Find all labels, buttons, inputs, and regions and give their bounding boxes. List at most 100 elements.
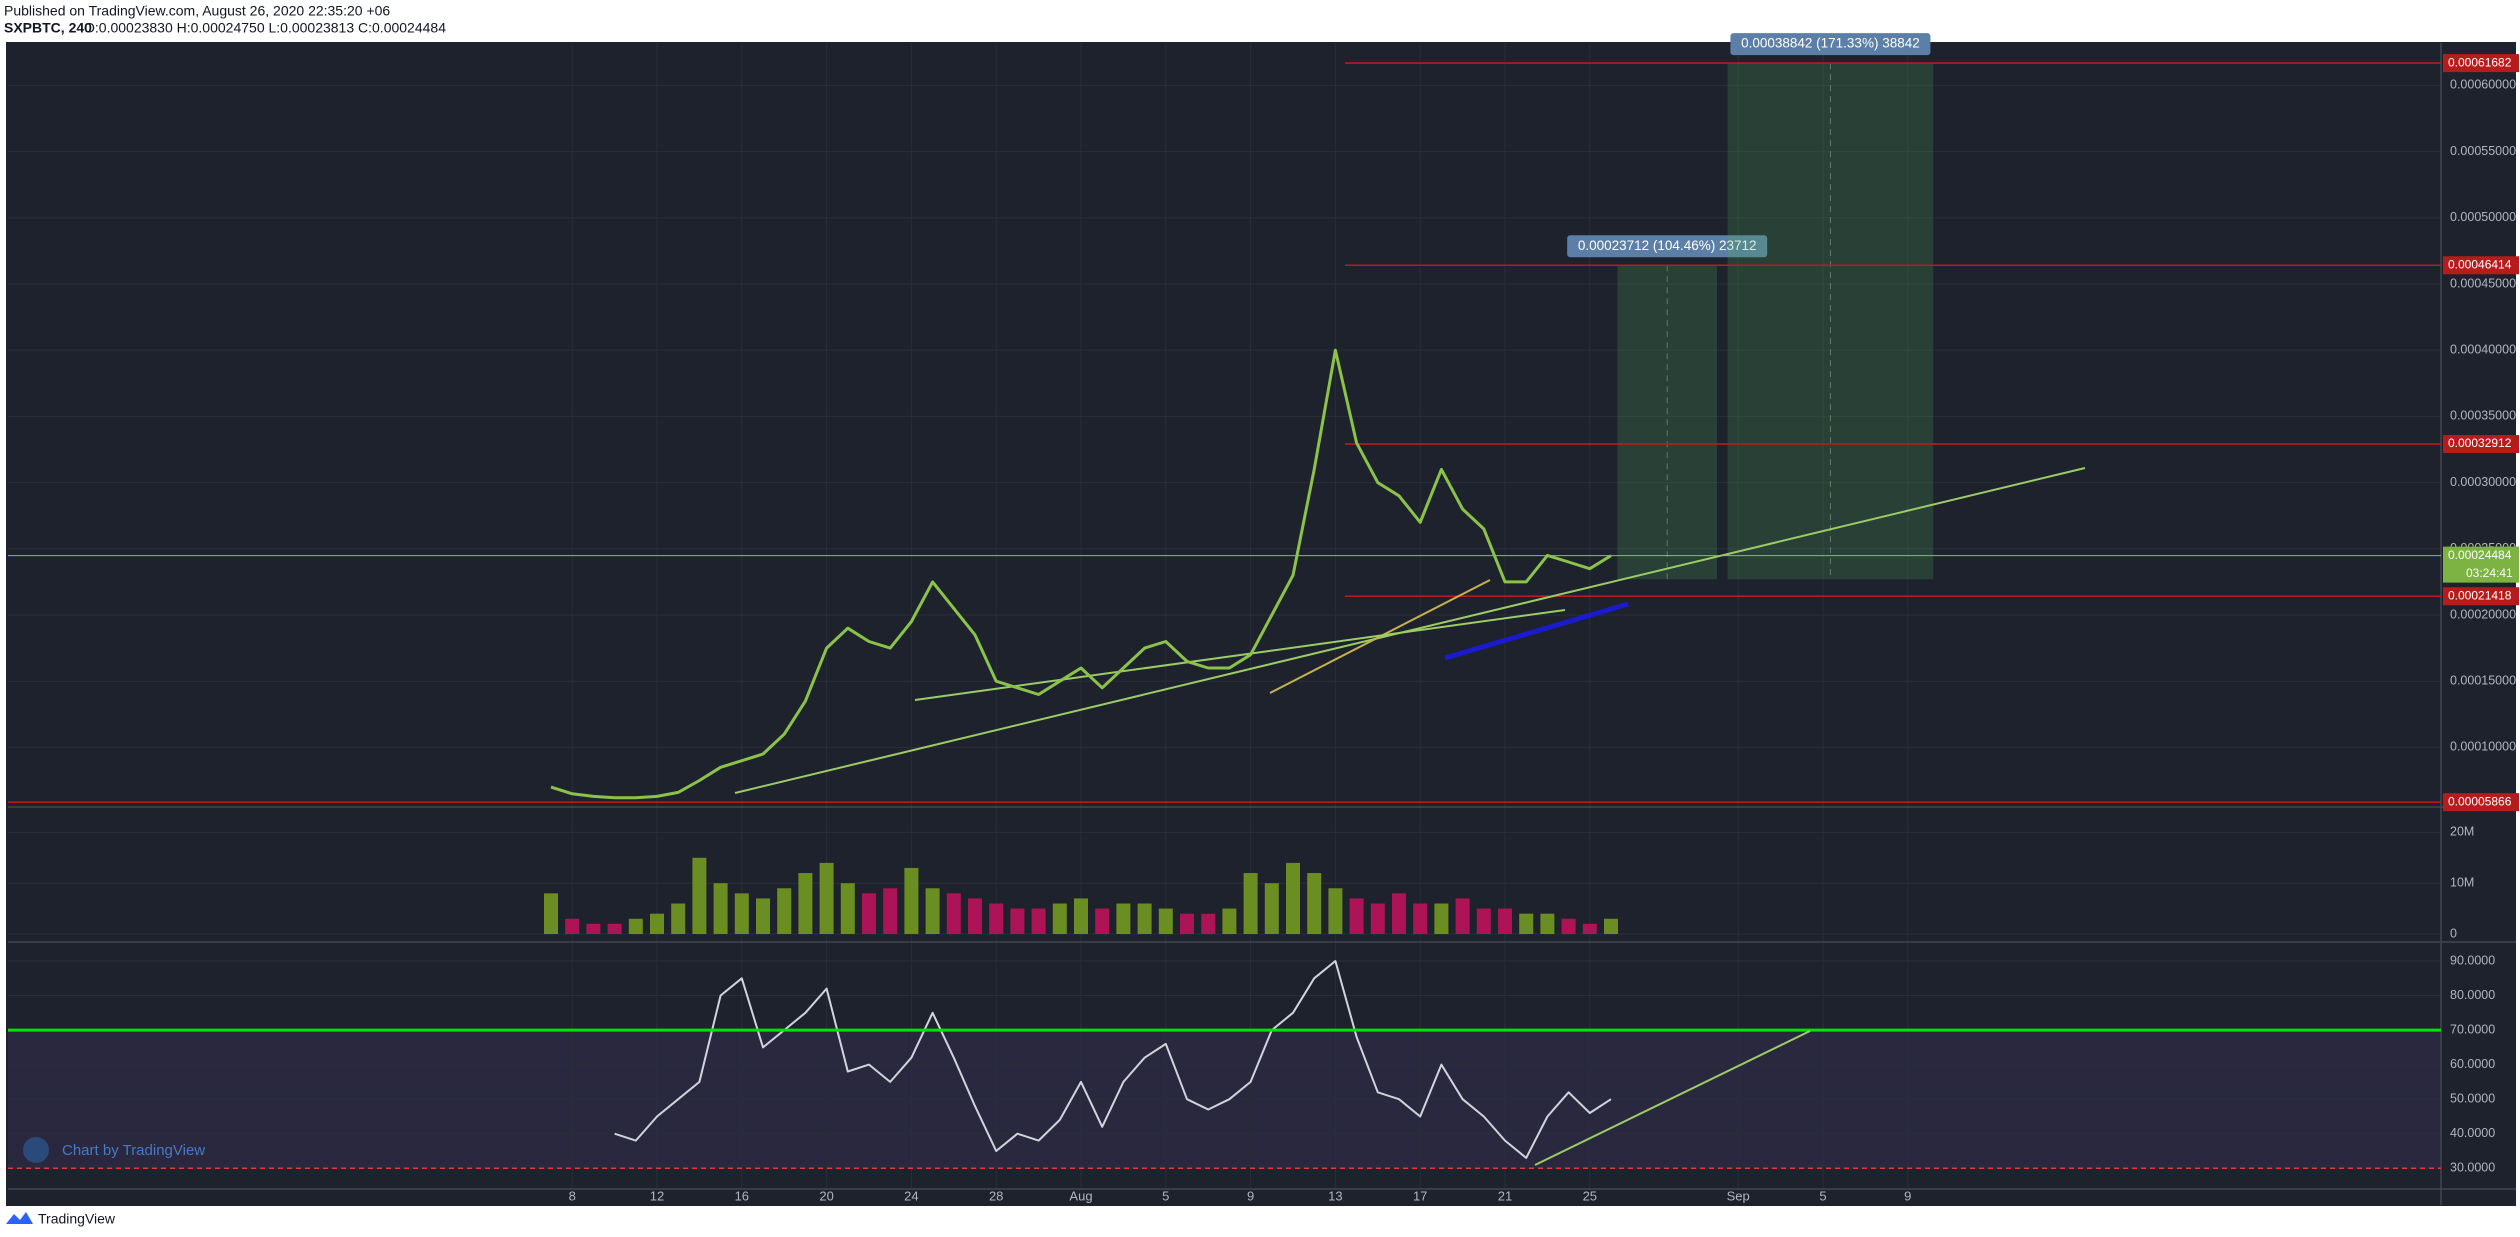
position-label: 0.00023712 (104.46%) 23712: [1578, 238, 1757, 253]
volume-bar: [1328, 888, 1343, 934]
volume-bar: [1519, 913, 1534, 934]
level-label: 0.00046414: [2448, 257, 2512, 271]
level-label-box: [2443, 54, 2519, 73]
y-tick-label: 0.00045000: [2450, 276, 2516, 290]
volume-bar: [692, 857, 707, 934]
x-tick-label: 9: [1904, 1188, 1911, 1203]
volume-bar: [904, 867, 919, 934]
y-tick-label: 20M: [2450, 825, 2474, 839]
last-price-box: [2443, 546, 2519, 583]
volume-bar: [1031, 908, 1046, 934]
volume-bar: [1158, 908, 1173, 934]
volume-bar: [756, 898, 770, 934]
x-tick-label: 17: [1413, 1188, 1427, 1203]
x-tick-label: 16: [735, 1188, 749, 1203]
price-line: [550, 348, 1612, 800]
footer-brand: TradingView: [38, 1211, 116, 1227]
volume-bar: [1582, 923, 1597, 934]
x-tick-label: 28: [989, 1188, 1003, 1203]
level-label-box: [2443, 587, 2519, 606]
volume-bar: [1074, 898, 1088, 934]
volume-bar: [1604, 918, 1618, 934]
published-line: Published on TradingView.com, August 26,…: [4, 3, 390, 19]
y-tick-label: 0.00050000: [2450, 210, 2516, 224]
volume-bar: [1116, 903, 1131, 934]
volume-bar: [1095, 908, 1110, 934]
trendline: [914, 609, 1566, 701]
symbol: SXPBTC, 240: [4, 20, 92, 36]
volume-bar: [1307, 873, 1322, 934]
chart-background: [6, 42, 2516, 1206]
volume-bar: [671, 903, 686, 934]
volume-bar: [1455, 898, 1470, 934]
y-tick-label: 0.00055000: [2450, 144, 2516, 158]
x-tick-label: 9: [1247, 1188, 1254, 1203]
watermark-logo: [23, 1137, 49, 1163]
bar-timer: 03:24:41: [2466, 566, 2513, 580]
volume-bar: [1392, 893, 1406, 934]
rsi-line: [614, 960, 1612, 1159]
volume-bar: [968, 898, 982, 934]
volume-bar: [713, 883, 728, 934]
level-label: 0.00021418: [2448, 588, 2512, 602]
x-tick-label: 5: [1162, 1188, 1169, 1203]
position-label-box: [1730, 33, 1931, 56]
volume-bar: [544, 893, 558, 934]
x-tick-label: 25: [1583, 1188, 1597, 1203]
position-box: [1727, 63, 1934, 580]
volume-bar: [1222, 908, 1237, 934]
trendline: [1444, 601, 1629, 661]
volume-bar: [819, 862, 834, 934]
volume-bar: [883, 888, 898, 934]
y-tick-label: 10M: [2450, 875, 2474, 889]
y-tick-label: 0.00010000: [2450, 740, 2516, 754]
y-tick-label: 0.00060000: [2450, 78, 2516, 92]
y-tick-label: 80.0000: [2450, 988, 2495, 1002]
volume-bar: [840, 883, 855, 934]
volume-bar: [1413, 903, 1428, 934]
y-tick-label: 0.00020000: [2450, 607, 2516, 621]
volume-bar: [1052, 903, 1067, 934]
position-box: [1617, 265, 1717, 580]
y-tick-label: 0.00030000: [2450, 475, 2516, 489]
volume-bar: [862, 893, 876, 934]
watermark: Chart by TradingView: [62, 1142, 205, 1159]
volume-bar: [1201, 913, 1216, 934]
y-tick-label: 0.00015000: [2450, 674, 2516, 688]
ohlc: O:0.00023830 H:0.00024750 L:0.00023813 C…: [84, 20, 446, 36]
level-label-box: [2443, 435, 2519, 454]
volume-bar: [1264, 883, 1279, 934]
volume-bar: [1180, 913, 1194, 934]
volume-bar: [1498, 908, 1512, 934]
x-tick-label: 8: [569, 1188, 576, 1203]
volume-bar: [1137, 903, 1152, 934]
volume-bar: [1010, 908, 1025, 934]
volume-bar: [1540, 913, 1555, 934]
x-tick-label: 12: [650, 1188, 664, 1203]
volume-bar: [1286, 862, 1300, 934]
x-tick-label: 24: [904, 1188, 918, 1203]
level-label: 0.00061682: [2448, 55, 2512, 69]
y-tick-label: 90.0000: [2450, 953, 2495, 967]
volume-bar: [1476, 908, 1491, 934]
level-label-box: [2443, 256, 2519, 275]
volume-bar: [1349, 898, 1364, 934]
level-label: 0.00005866: [2448, 794, 2512, 808]
y-tick-label: 0: [2450, 926, 2457, 940]
y-tick-label: 60.0000: [2450, 1057, 2495, 1071]
volume-bar: [777, 888, 792, 934]
x-tick-label: 13: [1328, 1188, 1342, 1203]
volume-bar: [989, 903, 1004, 934]
volume-bar: [1370, 903, 1385, 934]
footer-logo: [6, 1212, 33, 1224]
y-tick-label: 0.00035000: [2450, 409, 2516, 423]
volume-bar: [734, 893, 749, 934]
volume-bar: [607, 923, 622, 934]
x-tick-label: 20: [819, 1188, 833, 1203]
level-label-box: [2443, 793, 2519, 812]
last-price-label: 0.00024484: [2448, 548, 2512, 562]
volume-bar: [650, 913, 664, 934]
volume-bar: [586, 923, 601, 934]
x-tick-label: 5: [1819, 1188, 1826, 1203]
